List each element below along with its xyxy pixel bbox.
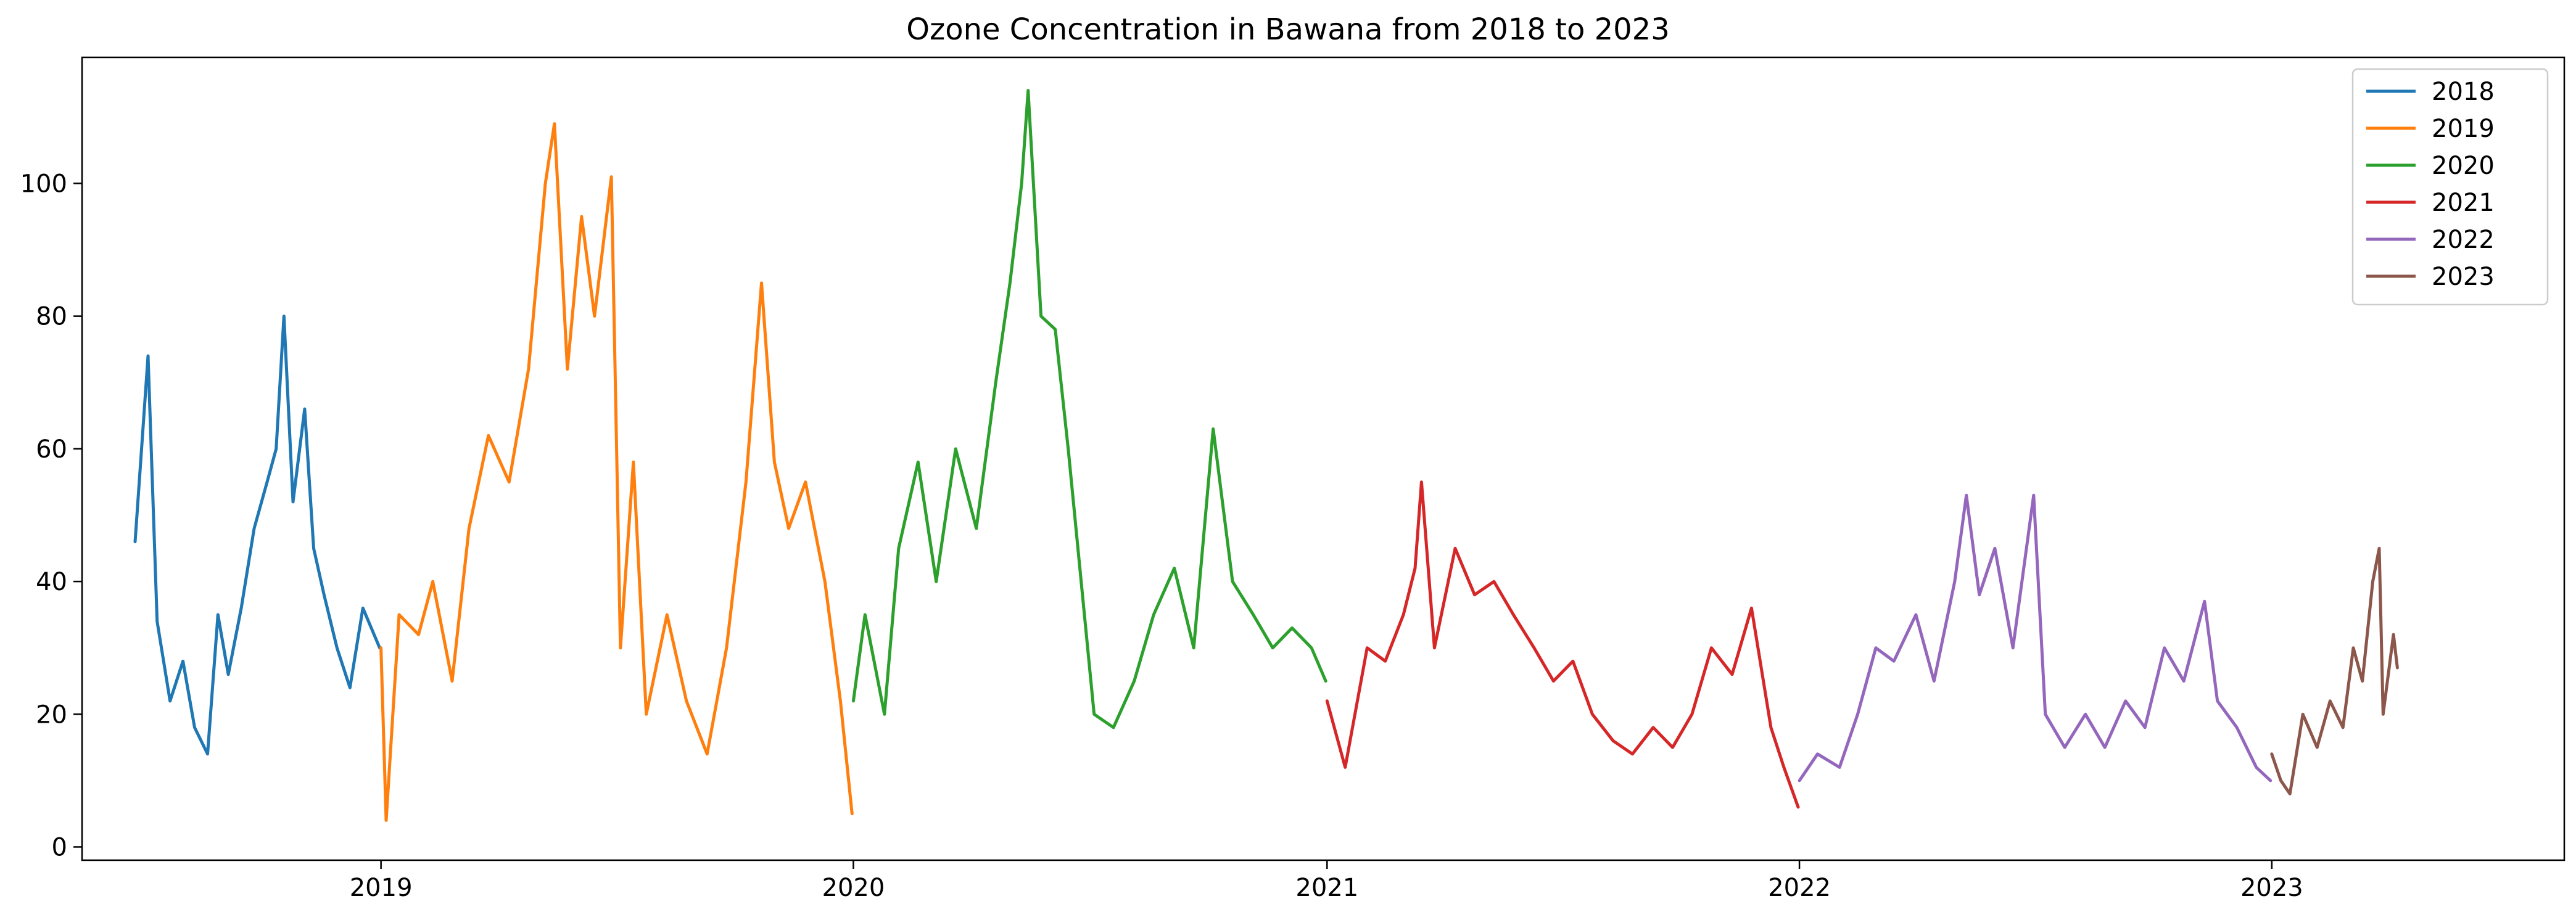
y-tick-label: 80 — [36, 303, 67, 331]
legend: 2018 2019 2020 2021 2022 2023 — [2351, 68, 2549, 306]
legend-label-2018: 2018 — [2432, 78, 2495, 106]
legend-label-2023: 2023 — [2432, 263, 2495, 291]
x-tick-label: 2021 — [1295, 874, 1358, 902]
x-tick-label: 2022 — [1768, 874, 1831, 902]
chart-title: Ozone Concentration in Bawana from 2018 … — [906, 12, 1669, 47]
series-line-2019 — [379, 122, 854, 822]
plot-frame — [81, 56, 2566, 861]
y-tick-label: 60 — [36, 435, 67, 464]
series-line-2021 — [1325, 480, 1800, 809]
series-line-2020 — [851, 89, 1327, 729]
x-tick-label: 2020 — [822, 874, 885, 902]
legend-label-2022: 2022 — [2432, 226, 2495, 254]
legend-label-2021: 2021 — [2432, 189, 2495, 217]
series-line-2023 — [2270, 546, 2399, 795]
y-tick-label: 40 — [36, 568, 67, 596]
y-tick-label: 100 — [20, 170, 67, 198]
series-line-2022 — [1798, 493, 2273, 782]
legend-label-2020: 2020 — [2432, 152, 2495, 180]
legend-label-2019: 2019 — [2432, 115, 2495, 143]
y-tick-label: 20 — [36, 700, 67, 729]
x-tick-label: 2019 — [350, 874, 413, 902]
y-axis: 0 20 40 60 80 100 — [20, 170, 82, 861]
y-tick-label: 0 — [52, 833, 67, 861]
series-line-2018 — [133, 314, 381, 756]
plot-area — [81, 56, 2566, 861]
x-tick-label: 2023 — [2240, 874, 2303, 902]
x-axis: 2019 2020 2021 2022 2023 — [350, 860, 2303, 902]
